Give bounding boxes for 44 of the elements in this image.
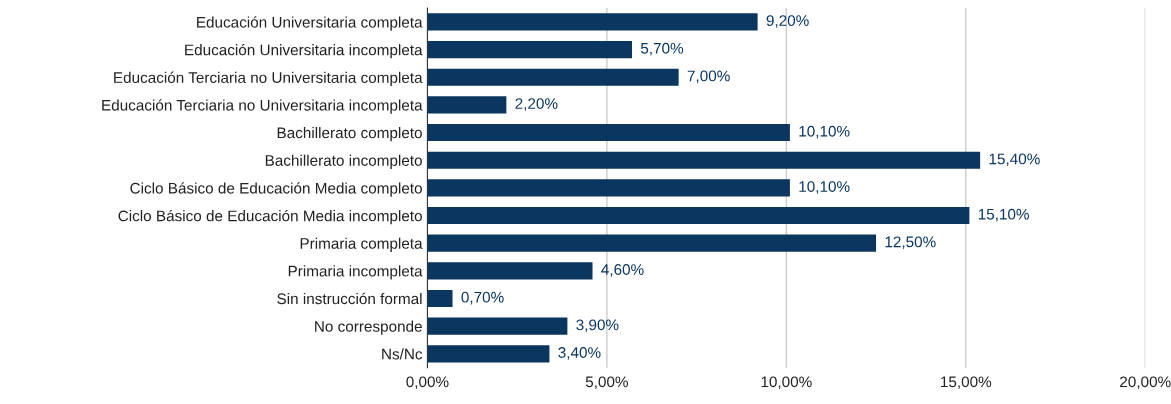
bar bbox=[427, 234, 877, 252]
bar bbox=[427, 151, 981, 169]
x-tick-label: 10,00% bbox=[761, 376, 812, 389]
y-tick-label: Educación Terciaria no Universitaria completa bbox=[114, 71, 423, 87]
bar bbox=[427, 206, 970, 225]
y-tick-label: Educación Terciaria no Universitaria incompleta bbox=[102, 99, 423, 114]
bar bbox=[427, 13, 758, 31]
data-label: 10,10% bbox=[799, 181, 850, 194]
data-label: 15,40% bbox=[989, 153, 1040, 167]
y-tick-label: Educación Universitaria incompleta bbox=[185, 43, 423, 59]
bar bbox=[427, 40, 632, 59]
y-tick-label: Bachillerato completo bbox=[277, 127, 422, 142]
bar bbox=[427, 262, 593, 280]
y-tick-label: No corresponde bbox=[315, 320, 422, 335]
y-tick-label: Ciclo Básico de Educación Media completo bbox=[130, 182, 422, 197]
bar bbox=[427, 289, 453, 308]
y-tick-label: Educación Universitaria completa bbox=[197, 16, 423, 31]
x-tick-label: 0,00% bbox=[406, 376, 449, 389]
bar bbox=[427, 68, 679, 86]
x-tick-label: 20,00% bbox=[1120, 376, 1171, 389]
data-label: 15,10% bbox=[978, 208, 1029, 222]
data-label: 3,40% bbox=[558, 347, 601, 360]
y-tick-label: Ns/Nc bbox=[382, 348, 423, 360]
y-tick-label: Primaria incompleta bbox=[288, 265, 423, 280]
y-tick-label: Primaria completa bbox=[300, 237, 423, 252]
data-label: 9,20% bbox=[766, 15, 809, 28]
data-label: 4,60% bbox=[601, 264, 644, 277]
x-tick-label: 5,00% bbox=[585, 376, 628, 389]
y-tick-label: Sin instrucción formal bbox=[277, 292, 422, 305]
data-label: 12,50% bbox=[885, 236, 936, 250]
data-label: 3,90% bbox=[576, 319, 619, 333]
data-label: 0,70% bbox=[461, 291, 504, 305]
bar bbox=[427, 317, 568, 335]
data-label: 5,70% bbox=[640, 42, 684, 56]
x-tick-label: 15,00% bbox=[941, 376, 992, 389]
data-label: 2,20% bbox=[515, 98, 558, 111]
bar bbox=[427, 179, 790, 197]
bar bbox=[427, 345, 550, 363]
y-tick-label: Bachillerato incompleto bbox=[265, 154, 422, 169]
bar bbox=[427, 96, 507, 114]
data-label: 7,00% bbox=[687, 70, 730, 84]
data-label: 10,10% bbox=[799, 125, 850, 139]
y-tick-label: Ciclo Básico de Educación Media incompleto bbox=[118, 209, 422, 225]
bar bbox=[427, 123, 790, 142]
